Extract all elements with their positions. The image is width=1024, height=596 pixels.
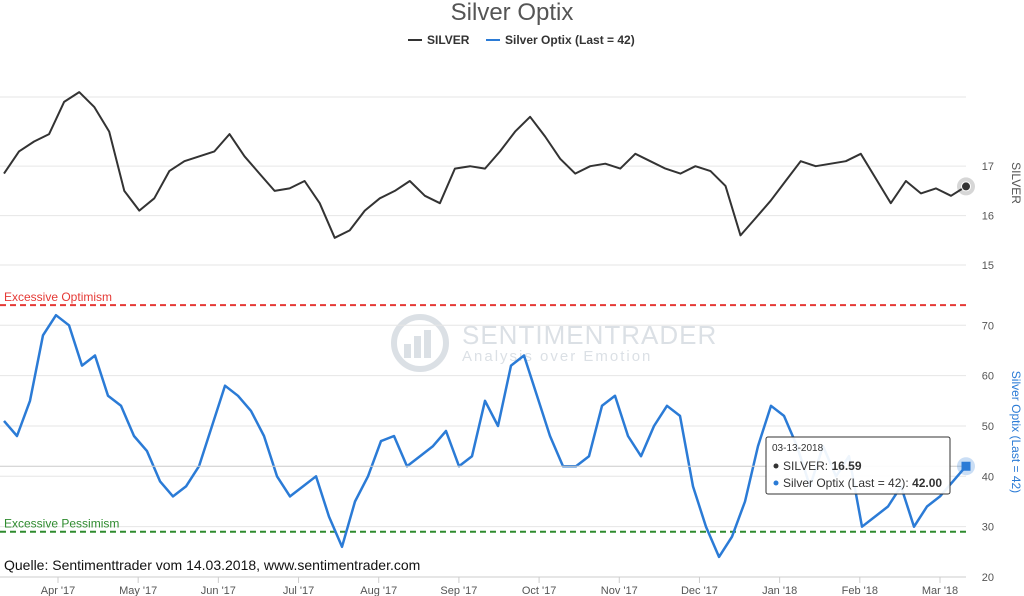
silver-line[interactable] xyxy=(3,91,967,239)
silver-last-point[interactable] xyxy=(961,181,971,192)
x-axis-ticks: Apr '17 May '17 Jun '17 Jul '17 Aug '17 Sep '… xyxy=(41,577,958,596)
silver-series xyxy=(3,91,975,239)
optix-axis-title: Silver Optix (Last = 42) xyxy=(1009,371,1023,493)
legend-label-optix[interactable]: Silver Optix (Last = 42) xyxy=(505,33,635,47)
optix-y-tick-label: 70 xyxy=(982,320,994,332)
tooltip-optix-row: Silver Optix (Last = 42): 42.00 xyxy=(783,476,942,490)
x-tick-label: Aug '17 xyxy=(360,585,397,596)
x-tick-label: Oct '17 xyxy=(522,585,557,596)
x-tick-label: Nov '17 xyxy=(601,585,638,596)
watermark-title: SENTIMENTRADER xyxy=(462,320,717,350)
legend-label-silver[interactable]: SILVER xyxy=(427,33,470,47)
x-tick-label: Jun '17 xyxy=(201,585,236,596)
tooltip-date: 03-13-2018 xyxy=(772,443,824,454)
tooltip-optix-dot-icon xyxy=(773,480,779,486)
band-label-pessimism: Excessive Pessimism xyxy=(4,517,119,531)
optix-bands: Excessive Optimism Excessive Pessimism xyxy=(0,290,966,533)
optix-y-tick-label: 30 xyxy=(982,522,994,534)
optix-y-axis: 20 30 40 50 60 70 xyxy=(982,320,994,584)
chart-title: Silver Optix xyxy=(451,0,574,26)
silver-y-tick-label: 17 xyxy=(982,161,994,173)
x-tick-label: May '17 xyxy=(119,585,157,596)
optix-y-tick-label: 40 xyxy=(982,471,994,483)
x-tick-label: Jan '18 xyxy=(762,585,797,596)
x-tick-label: Mar '18 xyxy=(922,585,958,596)
optix-y-tick-label: 60 xyxy=(982,371,994,383)
optix-y-tick-label: 50 xyxy=(982,421,994,433)
tooltip-silver-dot-icon xyxy=(773,463,779,469)
watermark-subtitle: Analysis over Emotion xyxy=(462,348,652,365)
source-note: Quelle: Sentimenttrader vom 14.03.2018, … xyxy=(4,557,420,573)
silver-axis-title: SILVER xyxy=(1009,162,1023,204)
legend: SILVER Silver Optix (Last = 42) xyxy=(408,33,635,47)
x-tick-label: Jul '17 xyxy=(283,585,314,596)
optix-last-point[interactable] xyxy=(961,461,971,471)
tooltip-silver-row: SILVER: 16.59 xyxy=(783,459,862,473)
band-label-optimism: Excessive Optimism xyxy=(4,290,112,304)
silver-y-tick-label: 16 xyxy=(982,211,994,223)
x-tick-label: Dec '17 xyxy=(681,585,718,596)
optix-y-tick-label: 20 xyxy=(982,572,994,584)
tooltip: 03-13-2018 SILVER: 16.59 Silver Optix (L… xyxy=(765,436,951,495)
watermark-logo-icon xyxy=(391,314,449,372)
x-tick-label: Feb '18 xyxy=(842,585,878,596)
x-tick-label: Apr '17 xyxy=(41,585,76,596)
x-tick-label: Sep '17 xyxy=(440,585,477,596)
silver-grid xyxy=(0,165,966,266)
silver-y-tick-label: 15 xyxy=(982,260,994,272)
silver-y-axis: 15 16 17 xyxy=(982,161,994,272)
